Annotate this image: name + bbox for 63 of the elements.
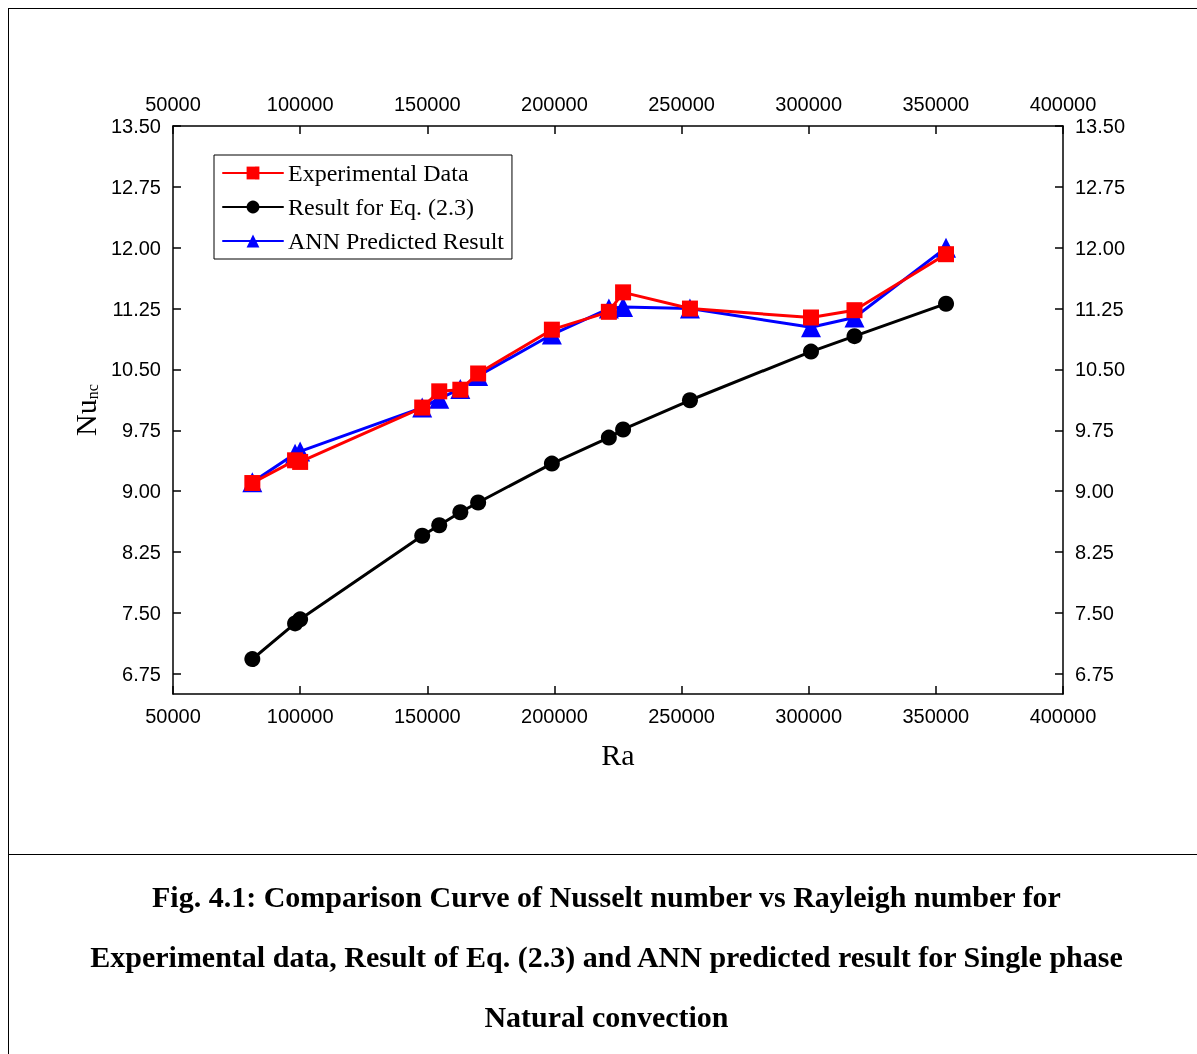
y2-tick-label: 9.75 [1075,419,1114,442]
y2-tick-label: 12.00 [1075,236,1126,259]
y-tick-label: 9.00 [122,480,161,503]
y2-tick-label: 10.50 [1075,358,1126,381]
y-tick-label: 6.75 [122,662,161,685]
x2-tick-label: 100000 [266,93,334,115]
point [470,494,487,511]
x2-tick-label: 200000 [521,93,588,115]
y2-tick-label: 9.00 [1075,480,1114,503]
point [431,517,448,534]
y2-tick-label: 12.75 [1075,175,1126,198]
x2-tick-label: 300000 [775,93,843,115]
x2-tick-label: 150000 [393,93,461,115]
x-tick-label: 400000 [1029,705,1097,727]
y-tick-label: 7.50 [122,601,161,624]
x-tick-label: 350000 [902,705,970,727]
point [543,321,560,338]
point [846,328,863,345]
legend-label: ANN Predicted Result [288,228,505,254]
point [543,455,560,472]
x-tick-label: 50000 [145,705,201,727]
point [803,309,819,326]
y-tick-label: 12.00 [110,236,161,259]
x2-tick-label: 400000 [1029,93,1097,115]
legend-label: Result for Eq. (2.3) [288,194,474,220]
y-tick-label: 11.25 [112,297,161,320]
x2-tick-label: 50000 [145,93,201,115]
point [244,651,261,668]
point [938,246,955,263]
point [615,284,632,301]
point [292,453,309,470]
point [600,429,617,446]
point [600,303,617,320]
point [938,295,955,312]
x-tick-label: 300000 [775,705,843,727]
point [452,504,469,521]
y-tick-label: 9.75 [122,419,161,442]
x-tick-label: 150000 [393,705,461,727]
y2-tick-label: 13.50 [1075,115,1126,137]
x-tick-label: 100000 [266,705,334,727]
point [292,611,309,628]
point [431,383,448,400]
y2-tick-label: 6.75 [1075,662,1114,685]
legend-label: Experimental Data [288,160,469,186]
x-tick-label: 200000 [521,705,588,727]
point [681,392,698,409]
y-tick-label: 8.25 [122,541,161,563]
y-tick-label: 13.50 [110,115,161,137]
x-tick-label: 250000 [648,705,715,727]
point [414,527,431,544]
point [846,302,863,319]
y-axis-title: Nunc [68,384,102,436]
y2-tick-label: 8.25 [1075,541,1114,563]
y2-tick-label: 11.25 [1075,297,1124,320]
y-tick-label: 10.50 [110,358,161,381]
x2-tick-label: 350000 [902,93,970,115]
y-tick-label: 12.75 [110,175,161,198]
point [803,343,819,360]
x2-tick-label: 250000 [648,93,715,115]
point [615,421,632,438]
y2-tick-label: 7.50 [1075,601,1114,624]
x-axis-title: Ra [601,737,635,771]
caption: Fig. 4.1: Comparison Curve of Nusselt number vs Rayleigh number for Experimental data, Result of Eq. (2.3) and ANN predicted result for Single phase Natural convection [9,854,1197,1054]
